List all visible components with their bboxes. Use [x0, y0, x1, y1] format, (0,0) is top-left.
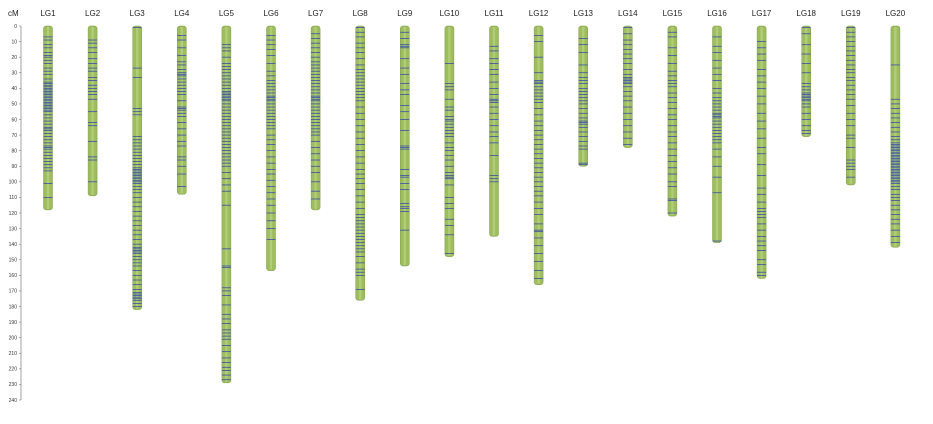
linkage-group-label: LG13 [573, 9, 593, 18]
linkage-group-lg16: LG16 [707, 9, 727, 243]
linkage-group-label: LG6 [263, 9, 279, 18]
chromosome-highlight [537, 27, 540, 284]
axis-tick-label: 170 [9, 289, 18, 295]
axis-tick-label: 20 [11, 55, 17, 61]
linkage-group-lg11: LG11 [485, 9, 505, 237]
linkage-group-label: LG11 [485, 9, 505, 18]
linkage-group-label: LG3 [130, 9, 146, 18]
cm-axis: 0 10 20 30 40 50 60 70 80 90 100 110 120 130 140 150 160… [9, 24, 22, 404]
linkage-group-label: LG9 [397, 9, 413, 18]
chromosome-highlight [448, 27, 451, 256]
linkage-group-label: LG18 [796, 9, 816, 18]
linkage-group-lg7: LG7 [308, 9, 324, 211]
linkage-group-label: LG5 [219, 9, 235, 18]
chromosome-highlight [671, 27, 674, 216]
linkage-group-label: LG19 [841, 9, 861, 18]
chromosome-highlight [715, 27, 719, 242]
linkage-group-lg12: LG12 [529, 9, 549, 285]
linkage-group-lg1: LG1 [40, 9, 56, 211]
chromosome-highlight [492, 27, 496, 236]
linkage-group-lg9: LG9 [397, 9, 413, 267]
linkage-group-label: LG10 [440, 9, 460, 18]
linkage-group-lg14: LG14 [618, 9, 638, 148]
linkage-group-lg3: LG3 [130, 9, 146, 310]
chromosome-highlight [805, 27, 808, 136]
linkage-group-lg4: LG4 [174, 9, 190, 195]
linkage-group-lg17: LG17 [752, 9, 772, 279]
axis-tick-label: 180 [9, 304, 18, 310]
axis-tick-label: 10 [11, 39, 17, 45]
axis-tick-label: 240 [9, 398, 18, 404]
linkage-group-label: LG4 [174, 9, 190, 18]
linkage-group-lg15: LG15 [663, 9, 683, 217]
chromosome-highlight [225, 27, 228, 382]
axis-tick-label: 130 [9, 226, 18, 232]
linkage-group-lg10: LG10 [440, 9, 460, 257]
linkage-group-lg18: LG18 [796, 9, 817, 137]
chromosome-highlight [582, 27, 585, 166]
linkage-group-lg20: LG20 [886, 9, 906, 248]
linkage-group-label: LG14 [618, 9, 638, 18]
axis-tick-label: 70 [11, 133, 17, 139]
linkage-group-label: LG1 [40, 9, 56, 18]
linkage-group-lg5: LG5 [219, 9, 235, 384]
linkage-group-label: LG20 [886, 9, 906, 18]
linkage-group-lg6: LG6 [263, 9, 279, 271]
chromosome-highlight [269, 27, 273, 270]
chromosome-highlight [91, 27, 94, 195]
axis-tick-label: 160 [9, 273, 18, 279]
axis-tick-label: 0 [14, 24, 17, 30]
axis-tick-label: 200 [9, 335, 18, 341]
axis-tick-label: 40 [11, 86, 17, 92]
axis-tick-label: 90 [11, 164, 17, 170]
axis-tick-label: 210 [9, 351, 18, 357]
axis-label-cm: cM [8, 9, 19, 18]
chromosome-highlight [314, 27, 317, 209]
axis-tick-label: 120 [9, 211, 18, 217]
linkage-group-lg8: LG8 [353, 9, 369, 301]
linkage-group-label: LG16 [707, 9, 727, 18]
axis-tick-label: 150 [9, 258, 18, 264]
chromosome-highlight [760, 27, 763, 278]
axis-tick-label: 230 [9, 382, 18, 388]
linkage-group-label: LG12 [529, 9, 549, 18]
axis-tick-label: 110 [9, 195, 17, 201]
axis-tick-label: 30 [11, 71, 17, 77]
linkage-group-lg13: LG13 [573, 9, 594, 167]
axis-tick-label: 80 [11, 148, 17, 154]
linkage-group-label: LG15 [663, 9, 683, 18]
axis-tick-label: 140 [9, 242, 18, 248]
axis-tick-label: 50 [11, 102, 17, 108]
linkage-group-label: LG8 [353, 9, 369, 18]
linkage-group-lg2: LG2 [85, 9, 101, 197]
axis-tick-label: 220 [9, 367, 18, 373]
linkage-group-lg19: LG19 [841, 9, 861, 186]
axis-tick-label: 100 [9, 180, 18, 186]
linkage-group-label: LG7 [308, 9, 324, 18]
linkage-group-label: LG2 [85, 9, 101, 18]
linkage-groups: LG1 LG2 LG3 LG4 LG5 LG6 LG7 LG8 LG9 LG10 LG11 LG12 L… [40, 9, 906, 384]
axis-tick-label: 60 [11, 117, 17, 123]
axis-tick-label: 190 [9, 320, 18, 326]
linkage-group-label: LG17 [752, 9, 772, 18]
